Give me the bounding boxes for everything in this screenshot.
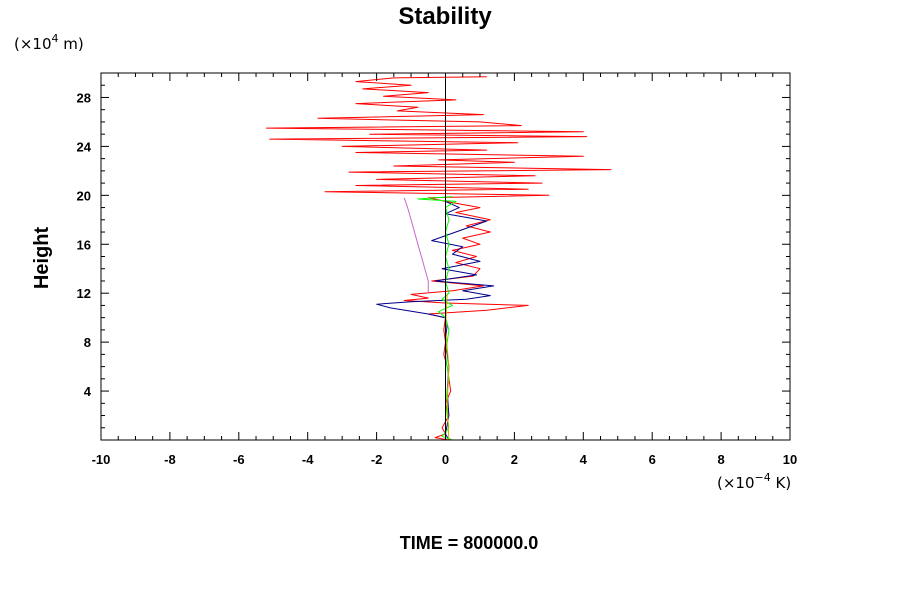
series-line-3 [417,196,457,440]
y-tick-label: 16 [77,237,91,252]
x-tick-label: -2 [371,452,383,467]
x-tick-label: 6 [649,452,656,467]
series-line-1 [265,76,612,440]
x-axis-unit: (×10−4 K) [717,471,791,492]
y-axis-unit: (×104 m) [14,32,84,53]
x-tick-label: 4 [580,452,588,467]
x-tick-label: 8 [717,452,724,467]
y-tick-label: 20 [77,188,91,203]
x-tick-label: -8 [164,452,176,467]
y-tick-label: 8 [84,335,91,350]
x-tick-label: -10 [92,452,111,467]
x-tick-label: -6 [233,452,245,467]
x-tick-label: -4 [302,452,314,467]
x-tick-label: 10 [783,452,797,467]
series-line-2 [376,75,495,440]
y-tick-label: 28 [77,90,91,105]
x-tick-label: 2 [511,452,518,467]
x-tick-label: 0 [442,452,449,467]
y-tick-label: 24 [77,139,92,154]
time-label: TIME = 800000.0 [400,533,539,553]
y-axis-label: Height [31,227,53,290]
plot-data [265,75,612,440]
series-line-5 [445,293,450,440]
y-tick-label: 4 [84,384,92,399]
y-tick-label: 12 [77,286,91,301]
series-line-4 [403,197,429,294]
chart-title: Stability [398,3,492,30]
